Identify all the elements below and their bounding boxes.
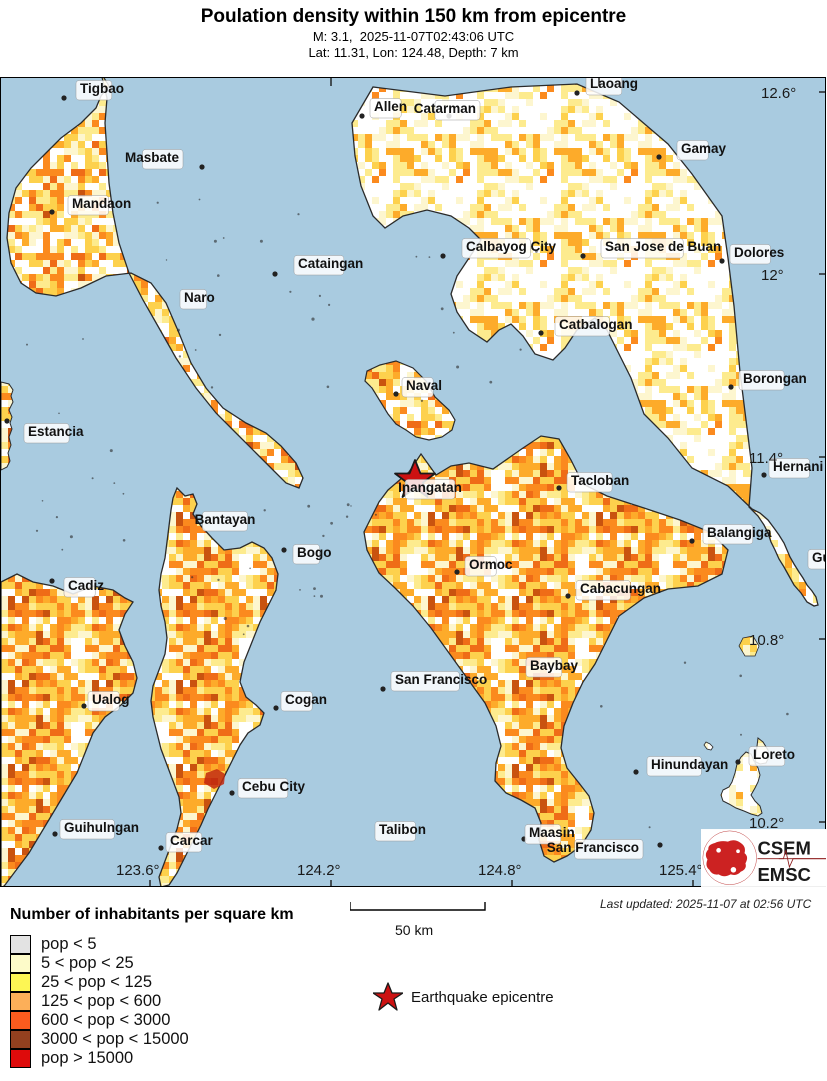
svg-text:Carcar: Carcar [170, 833, 214, 848]
svg-text:Catbalogan: Catbalogan [559, 317, 633, 332]
svg-text:Gamay: Gamay [681, 141, 727, 156]
svg-text:Cabacungan: Cabacungan [580, 581, 661, 596]
svg-text:Allen: Allen [374, 99, 407, 114]
svg-text:Ormoc: Ormoc [469, 557, 513, 572]
svg-text:11.4°: 11.4° [749, 450, 783, 467]
svg-text:123.6°: 123.6° [116, 862, 160, 879]
svg-text:Cebu City: Cebu City [242, 779, 305, 794]
svg-text:125.4°: 125.4° [659, 862, 703, 879]
svg-text:Tigbao: Tigbao [80, 81, 124, 96]
svg-text:Inangatan: Inangatan [398, 480, 462, 495]
svg-text:EMSC: EMSC [757, 864, 810, 885]
svg-text:12°: 12° [761, 267, 784, 284]
svg-text:Hinundayan: Hinundayan [651, 757, 728, 772]
svg-text:Bogo: Bogo [297, 545, 332, 560]
svg-text:Ualog: Ualog [92, 692, 130, 707]
svg-text:124.2°: 124.2° [297, 862, 341, 879]
svg-text:Maasin: Maasin [529, 825, 575, 840]
svg-text:Cadiz: Cadiz [68, 578, 104, 593]
svg-text:San Francisco: San Francisco [395, 672, 487, 687]
svg-text:Catarman: Catarman [414, 101, 476, 116]
svg-text:Laoang: Laoang [590, 78, 638, 91]
svg-text:124.8°: 124.8° [478, 862, 522, 879]
svg-text:San Jose de Buan: San Jose de Buan [605, 239, 721, 254]
svg-text:Dolores: Dolores [734, 245, 784, 260]
svg-text:Masbate: Masbate [125, 150, 180, 165]
svg-text:Bantayan: Bantayan [195, 512, 256, 527]
svg-text:Loreto: Loreto [753, 747, 795, 762]
svg-text:Estancia: Estancia [28, 424, 84, 439]
svg-text:Talibon: Talibon [379, 822, 426, 837]
svg-text:Mandaon: Mandaon [72, 196, 131, 211]
svg-text:Calbayog City: Calbayog City [466, 239, 557, 254]
svg-text:Cataingan: Cataingan [298, 256, 363, 271]
svg-text:Borongan: Borongan [743, 371, 807, 386]
svg-text:Balangiga: Balangiga [707, 525, 772, 540]
svg-text:Baybay: Baybay [530, 658, 579, 673]
svg-text:San Francisco: San Francisco [547, 840, 639, 855]
svg-text:Guiua: Guiua [812, 550, 826, 565]
svg-text:Naval: Naval [406, 378, 442, 393]
svg-text:12.6°: 12.6° [761, 85, 796, 102]
svg-text:10.8°: 10.8° [749, 632, 784, 649]
svg-text:Cogan: Cogan [285, 692, 327, 707]
svg-text:Guihulngan: Guihulngan [64, 820, 139, 835]
svg-text:Naro: Naro [184, 290, 215, 305]
svg-text:Tacloban: Tacloban [571, 473, 629, 488]
